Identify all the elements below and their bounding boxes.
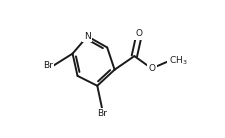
Text: N: N	[84, 32, 90, 41]
Text: Br: Br	[43, 62, 53, 71]
Text: CH$_3$: CH$_3$	[168, 55, 187, 67]
Text: O: O	[135, 29, 142, 38]
Text: Br: Br	[97, 109, 107, 118]
Text: O: O	[148, 64, 155, 73]
